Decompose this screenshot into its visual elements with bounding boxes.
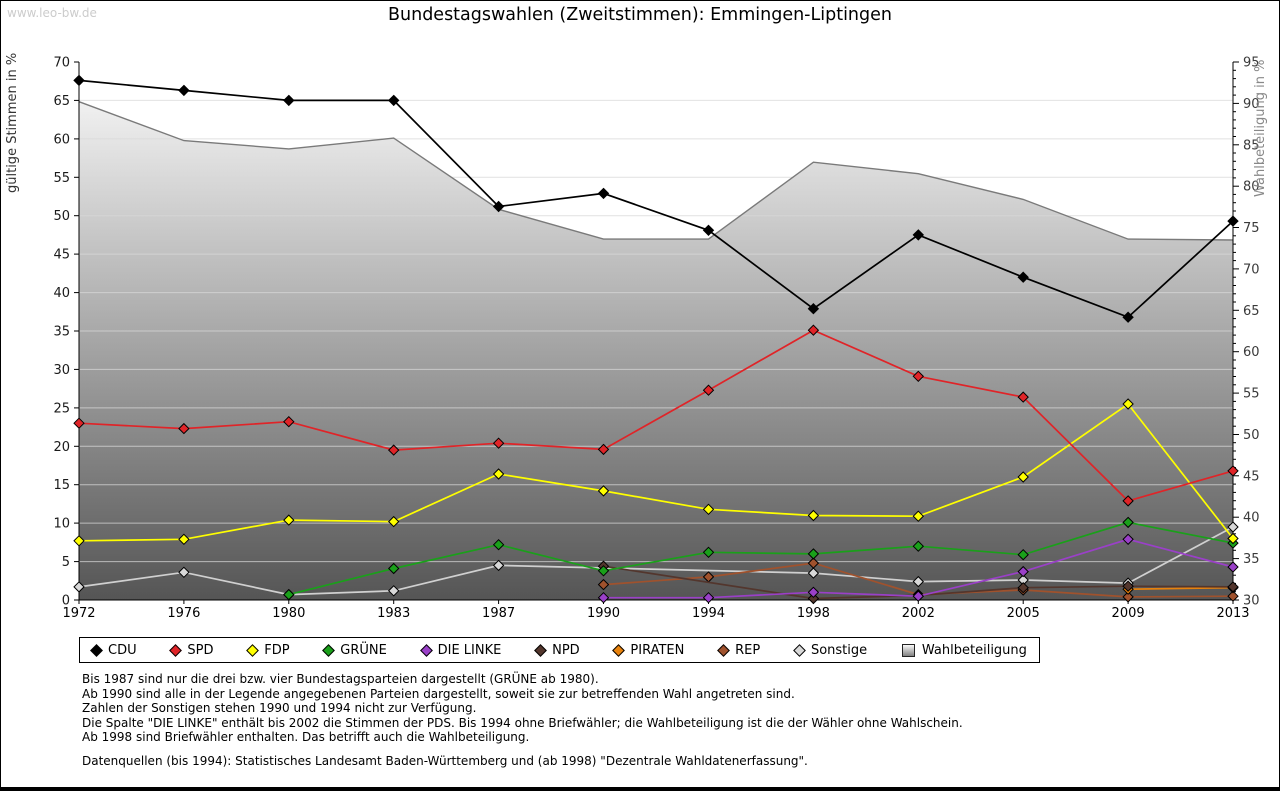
legend-label: SPD — [187, 642, 214, 658]
legend-square-icon — [901, 643, 915, 657]
legend-label: PIRATEN — [630, 642, 685, 658]
svg-text:10: 10 — [53, 517, 70, 532]
svg-text:1983: 1983 — [377, 606, 410, 621]
svg-text:70: 70 — [53, 56, 70, 71]
legend-label: Wahlbeteiligung — [921, 642, 1027, 658]
left-axis-title: gültige Stimmen in % — [5, 53, 20, 193]
svg-text:35: 35 — [53, 325, 70, 340]
svg-text:40: 40 — [1243, 511, 1260, 526]
svg-text:65: 65 — [1243, 304, 1260, 319]
svg-text:1987: 1987 — [482, 606, 515, 621]
svg-text:50: 50 — [53, 209, 70, 224]
svg-text:30: 30 — [53, 363, 70, 378]
right-axis-title: Wahlbeteiligung in % — [1253, 60, 1268, 197]
legend-label: NPD — [552, 642, 580, 658]
legend-item-cdu: CDU — [90, 642, 137, 658]
footnote-line: Zahlen der Sonstigen stehen 1990 und 199… — [82, 701, 477, 716]
watermark-leo-bw: www.leo-bw.de — [7, 6, 97, 20]
footnote-line: Ab 1990 sind alle in der Legende angegeb… — [82, 686, 795, 701]
chart-legend: CDU SPD FDP GRÜNE DIE LINKE NPD PIRATEN REP Sons… — [79, 637, 1040, 663]
left-axis-ticks: 0 5 10 15 20 25 30 35 40 45 50 55 60 65 70 — [53, 56, 79, 609]
svg-text:30: 30 — [1243, 594, 1260, 609]
svg-text:2009: 2009 — [1112, 606, 1145, 621]
legend-label: DIE LINKE — [437, 642, 502, 658]
legend-item-rep: REP — [717, 642, 761, 658]
svg-text:65: 65 — [53, 94, 70, 109]
svg-text:75: 75 — [1243, 221, 1260, 236]
svg-text:0: 0 — [62, 594, 70, 609]
turnout-outline — [78, 101, 1234, 241]
svg-text:90: 90 — [1243, 97, 1260, 112]
legend-item-fdp: FDP — [246, 642, 290, 658]
legend-diamond-icon — [169, 643, 183, 657]
svg-text:60: 60 — [53, 132, 70, 147]
svg-text:55: 55 — [53, 171, 70, 186]
svg-text:70: 70 — [1243, 262, 1260, 277]
source-line: Datenquellen (bis 1994): Statistisches L… — [82, 754, 808, 768]
legend-diamond-icon — [793, 643, 806, 657]
legend-label: FDP — [264, 642, 290, 658]
svg-text:45: 45 — [53, 248, 70, 263]
svg-text:20: 20 — [53, 440, 70, 455]
legend-item-die-linke: DIE LINKE — [419, 642, 502, 658]
legend-label: Sonstige — [810, 642, 868, 658]
legend-item-sonstige: Sonstige — [793, 642, 868, 658]
svg-text:45: 45 — [1243, 469, 1260, 484]
svg-text:50: 50 — [1243, 428, 1260, 443]
svg-text:80: 80 — [1243, 180, 1260, 195]
legend-item-gr-ne: GRÜNE — [322, 642, 387, 658]
legend-item-npd: NPD — [534, 642, 580, 658]
footnote-line: Bis 1987 sind nur die drei bzw. vier Bun… — [82, 672, 599, 686]
chart-title: Bundestagswahlen (Zweitstimmen): Emminge… — [388, 5, 892, 25]
x-axis-ticks: 1972 1976 1980 1983 1987 1990 1994 1998 2002 2005… — [62, 600, 1250, 621]
legend-item-wahlbeteiligung: Wahlbeteiligung — [901, 642, 1027, 658]
legend-label: CDU — [108, 642, 137, 658]
series-npd — [597, 560, 1239, 605]
svg-text:2013: 2013 — [1216, 606, 1249, 621]
svg-text:2005: 2005 — [1007, 606, 1040, 621]
svg-text:95: 95 — [1243, 56, 1260, 71]
chart-plot: 0 5 10 15 20 25 30 35 40 45 50 55 60 65 70 30 35 40 45 50 55… — [1, 1, 1279, 631]
svg-text:35: 35 — [1243, 552, 1260, 567]
bottom-border — [1, 787, 1279, 790]
svg-text:85: 85 — [1243, 138, 1260, 153]
footnote-line: Die Spalte "DIE LINKE" enthält bis 2002 … — [82, 715, 963, 730]
svg-text:1980: 1980 — [272, 606, 305, 621]
svg-text:1990: 1990 — [587, 606, 620, 621]
legend-diamond-icon — [90, 643, 103, 657]
legend-item-spd: SPD — [169, 642, 214, 658]
series-cdu — [73, 74, 1239, 323]
svg-text:25: 25 — [53, 401, 70, 416]
legend-diamond-icon — [419, 643, 433, 657]
svg-text:1998: 1998 — [797, 606, 830, 621]
svg-text:2002: 2002 — [902, 606, 935, 621]
legend-item-piraten: PIRATEN — [612, 642, 685, 658]
legend-diamond-icon — [322, 643, 336, 657]
series-die-linke — [597, 533, 1239, 604]
svg-text:60: 60 — [1243, 345, 1260, 360]
right-axis-ticks: 30 35 40 45 50 55 60 65 70 75 80 85 90 95 — [1233, 56, 1260, 609]
legend-diamond-icon — [717, 643, 730, 657]
legend-diamond-icon — [612, 643, 626, 657]
series-spd — [73, 324, 1239, 507]
svg-text:1994: 1994 — [692, 606, 725, 621]
series-fdp — [73, 398, 1239, 547]
svg-text:15: 15 — [53, 478, 70, 493]
svg-text:1976: 1976 — [167, 606, 200, 621]
legend-label: GRÜNE — [340, 642, 387, 658]
svg-text:40: 40 — [53, 286, 70, 301]
footnotes-block: Bis 1987 sind nur die drei bzw. vier Bun… — [82, 672, 963, 745]
legend-label: REP — [735, 642, 761, 658]
chart-svg: 0 5 10 15 20 25 30 35 40 45 50 55 60 65 70 30 35 40 45 50 55… — [5, 53, 1268, 621]
legend-diamond-icon — [534, 643, 547, 657]
svg-text:5: 5 — [62, 555, 70, 570]
footnote-line: Ab 1998 sind Briefwähler enthalten. Das … — [82, 730, 530, 745]
series-wahlbeteiligung-area — [79, 101, 1233, 600]
svg-text:55: 55 — [1243, 387, 1260, 402]
legend-diamond-icon — [246, 643, 260, 657]
svg-text:1972: 1972 — [62, 606, 95, 621]
